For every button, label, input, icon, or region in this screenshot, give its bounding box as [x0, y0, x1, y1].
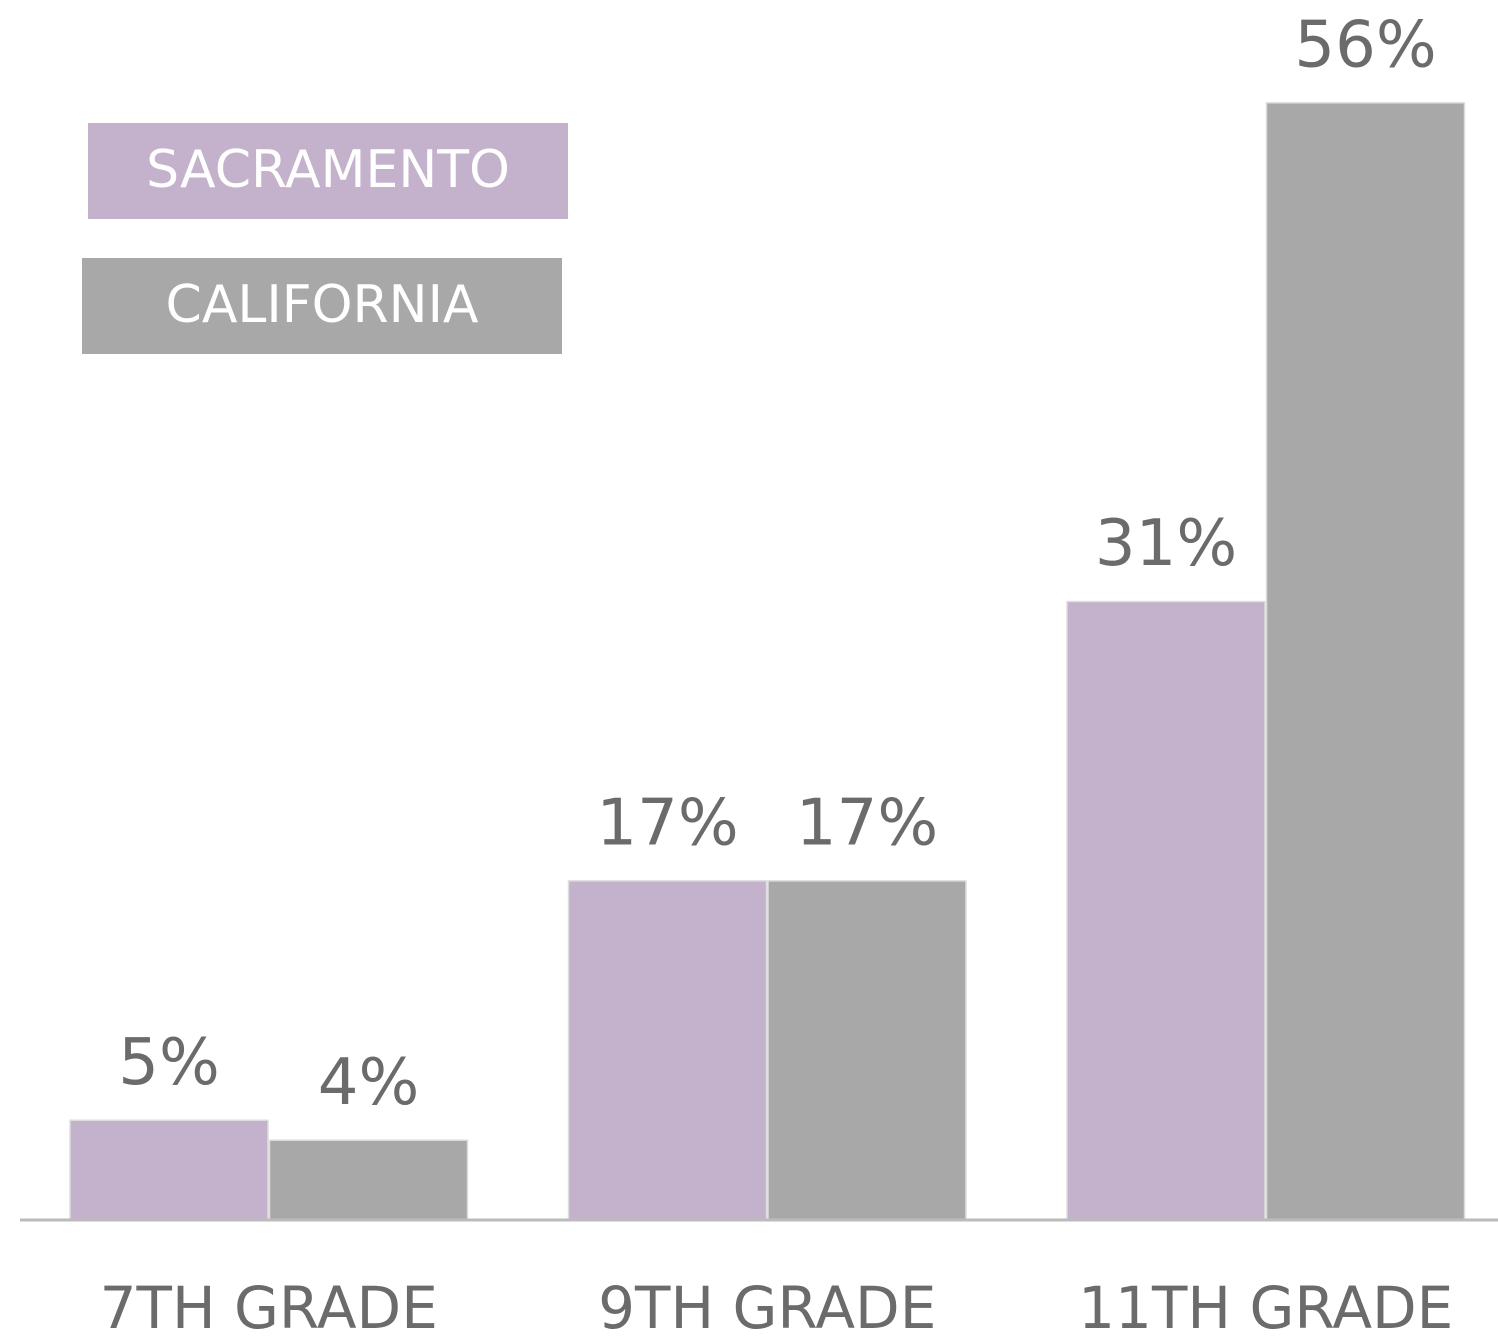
legend-label: SACRAMENTO	[146, 140, 510, 200]
x-tick-label: 7TH GRADE	[100, 1274, 438, 1340]
x-tick-label: 11TH GRADE	[1078, 1274, 1453, 1340]
value-label: 17%	[796, 786, 938, 860]
bar	[1265, 102, 1466, 1221]
value-label: 4%	[318, 1046, 420, 1120]
legend-label: CALIFORNIA	[166, 275, 479, 335]
value-label: 17%	[596, 786, 738, 860]
bar	[69, 1119, 269, 1221]
bar	[567, 880, 768, 1221]
legend-swatch	[88, 123, 568, 219]
x-tick-label: 9TH GRADE	[598, 1274, 936, 1340]
value-label: 31%	[1095, 507, 1237, 581]
value-label: 56%	[1294, 8, 1436, 82]
bar	[767, 880, 967, 1221]
legend-swatch	[82, 258, 562, 354]
value-label: 5%	[118, 1026, 220, 1100]
bar	[1066, 600, 1266, 1221]
bar	[268, 1139, 469, 1221]
